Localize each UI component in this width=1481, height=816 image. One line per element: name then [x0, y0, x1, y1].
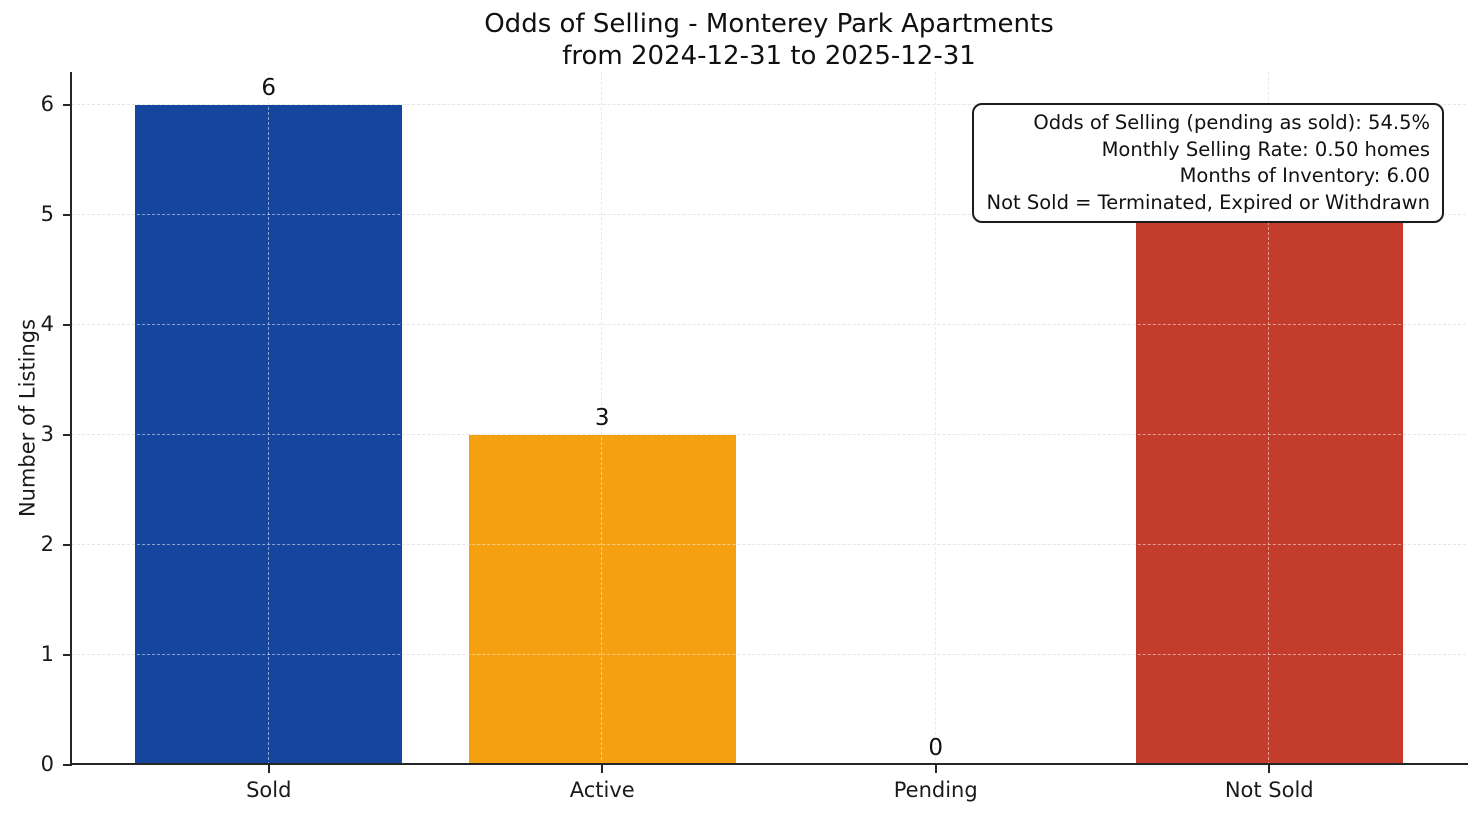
y-tick-mark [63, 434, 72, 436]
y-tick-mark [63, 654, 72, 656]
y-tick-label: 0 [40, 752, 54, 776]
annotation-box: Odds of Selling (pending as sold): 54.5%… [972, 103, 1444, 223]
x-tick-label-not-sold: Not Sold [1224, 778, 1314, 802]
y-tick-label: 6 [40, 92, 54, 116]
y-tick-mark [63, 324, 72, 326]
y-tick-label: 3 [40, 422, 54, 446]
value-label-sold: 6 [261, 75, 277, 101]
gridline-vertical-overlay [1268, 72, 1270, 765]
value-label-active: 3 [594, 405, 610, 431]
x-tick-mark [934, 765, 937, 773]
gridline-horizontal-overlay [72, 214, 1466, 215]
gridline-vertical-overlay [601, 72, 603, 765]
gridline-horizontal-overlay [72, 104, 1466, 105]
x-axis-spine [70, 763, 1468, 765]
gridline-vertical-overlay [934, 72, 936, 765]
gridline-horizontal-overlay [72, 544, 1466, 545]
annotation-line-rate: Monthly Selling Rate: 0.50 homes [1101, 137, 1430, 161]
annotation-line-notsold-def: Not Sold = Terminated, Expired or Withdr… [986, 190, 1430, 214]
x-tick-mark [1268, 765, 1271, 773]
x-tick-mark [267, 765, 270, 773]
y-axis-spine [70, 72, 72, 765]
y-tick-mark [63, 214, 72, 216]
y-tick-mark [63, 104, 72, 106]
x-tick-label-pending: Pending [893, 778, 978, 802]
plot-area: Odds of Selling (pending as sold): 54.5%… [41, 72, 1468, 802]
chart-title-line2: from 2024-12-31 to 2025-12-31 [562, 41, 976, 71]
bar-sold [135, 105, 403, 765]
chart-title-line1: Odds of Selling - Monterey Park Apartmen… [484, 9, 1054, 39]
y-tick-mark [63, 544, 72, 546]
x-tick-label-active: Active [569, 778, 635, 802]
y-tick-label: 1 [40, 642, 54, 666]
y-tick-label: 2 [40, 532, 54, 556]
y-tick-mark [63, 764, 72, 766]
x-tick-label-sold: Sold [246, 778, 292, 802]
annotation-line-inventory: Months of Inventory: 6.00 [1179, 164, 1430, 187]
gridline-horizontal-overlay [72, 324, 1466, 325]
annotation-line-odds: Odds of Selling (pending as sold): 54.5% [1033, 111, 1430, 134]
gridline-vertical-overlay [267, 72, 269, 765]
y-tick-label: 5 [40, 202, 54, 226]
gridline-horizontal-overlay [72, 654, 1466, 655]
value-label-pending: 0 [928, 735, 944, 761]
y-tick-label: 4 [40, 312, 54, 336]
chart-title: Odds of Selling - Monterey Park Apartmen… [72, 8, 1466, 72]
gridline-horizontal-overlay [72, 434, 1466, 435]
x-tick-mark [601, 765, 604, 773]
